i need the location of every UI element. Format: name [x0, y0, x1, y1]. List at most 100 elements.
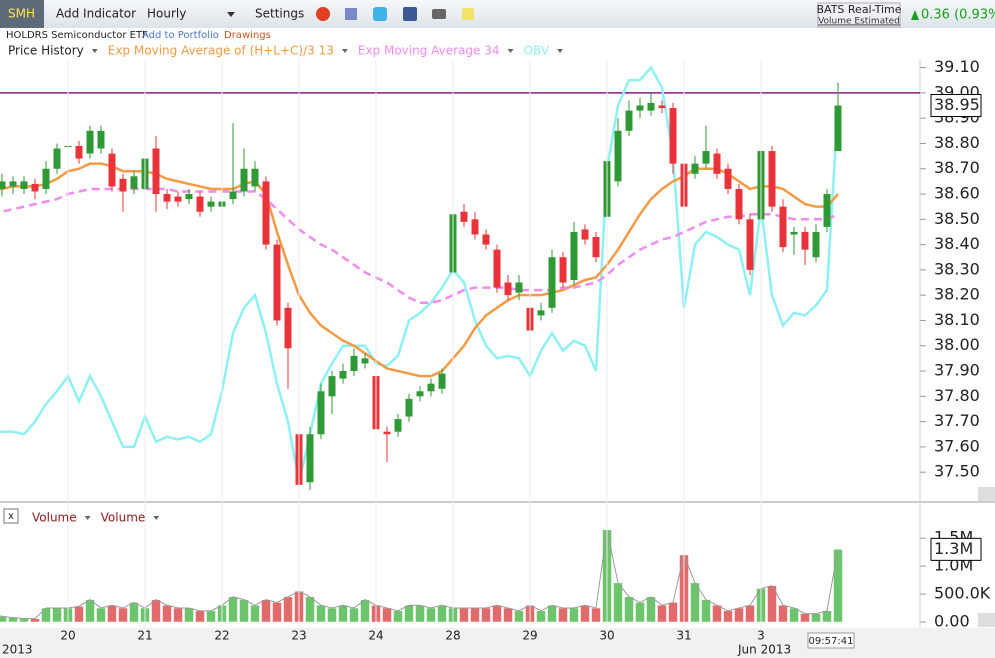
close-panel[interactable] [3, 508, 19, 524]
volume-bar [822, 610, 832, 623]
last-value-box [930, 94, 982, 118]
close-icon[interactable]: x [8, 511, 14, 522]
volume-bar [349, 607, 359, 623]
twitter-icon[interactable] [373, 7, 387, 21]
candle-body [669, 108, 677, 164]
candle-body [328, 376, 336, 397]
volume-bar [558, 607, 568, 623]
volume-bar [635, 602, 645, 623]
x-tick-label: 21 [137, 629, 152, 643]
volume-bar [470, 607, 480, 623]
interval[interactable]: Hourly [147, 7, 186, 21]
volume-bar [184, 607, 194, 623]
volume-bar [503, 607, 513, 623]
up-arrow [911, 10, 919, 20]
facebook-icon[interactable] [403, 7, 417, 21]
add-to-portfolio[interactable]: Add to Portfolio [142, 30, 219, 41]
volume-bar [723, 610, 733, 623]
camera-icon[interactable] [432, 9, 446, 19]
candle-body [185, 194, 193, 200]
drawings[interactable]: Drawings [224, 30, 271, 41]
volume-plot [0, 529, 843, 623]
x-tick-label: 23 [291, 629, 306, 643]
candle-body [20, 181, 28, 189]
candle-body [768, 151, 776, 207]
volume-bar [437, 604, 447, 623]
y-tick-label: 38.40 [934, 234, 980, 253]
volume-bar [41, 607, 51, 623]
volume-bar [833, 549, 843, 623]
y-tick-label: 500.0K [934, 584, 991, 603]
candle-body [251, 168, 259, 187]
candle-body [812, 231, 820, 258]
volume-bar [800, 613, 810, 623]
x-tick-label: 20 [60, 629, 75, 643]
candle-body [31, 183, 39, 192]
candle-body [834, 105, 842, 152]
candle-body [97, 130, 105, 149]
candle-body [196, 196, 204, 212]
volume-bar [107, 604, 117, 623]
candle-body [482, 234, 490, 245]
volume-bar [74, 606, 84, 623]
legend-dropdown [341, 49, 348, 53]
candle-body [581, 229, 589, 240]
settings[interactable]: Settings [255, 7, 304, 21]
x-tick-label: 30 [599, 629, 614, 643]
dropdown-icon[interactable] [227, 12, 235, 17]
candle-body [570, 231, 578, 280]
volume-bar [393, 610, 403, 623]
y-tick-label: 37.80 [934, 386, 980, 405]
security-name: HOLDRS Semiconductor ETF [6, 30, 148, 41]
volume-bar [657, 604, 667, 623]
symbol[interactable]: SMH [8, 7, 35, 21]
candle-body [548, 257, 556, 308]
candle-body [339, 371, 347, 379]
candle-body [515, 282, 523, 293]
last-value-box [930, 537, 982, 561]
print-icon[interactable] [345, 8, 357, 20]
candle-body [658, 105, 666, 109]
y-tick-label: 38.70 [934, 158, 980, 177]
candle-body [163, 194, 171, 202]
clock-icon[interactable] [316, 7, 330, 21]
volume-line [0, 529, 839, 620]
candle-body [53, 148, 61, 169]
candle-body [647, 102, 655, 111]
candle-body [317, 391, 325, 435]
volume-bar [118, 607, 128, 623]
volume-bar [96, 607, 106, 623]
candle-body [559, 257, 567, 283]
scroll-button[interactable] [978, 487, 995, 501]
y-tick-label: 37.60 [934, 436, 980, 455]
volume-bar [569, 607, 579, 623]
candle-body [801, 231, 809, 250]
note-icon[interactable] [462, 8, 474, 20]
candle-body [284, 307, 292, 349]
candle-body [383, 431, 391, 435]
volume-bar [591, 607, 601, 623]
volume-bar [712, 604, 722, 623]
volume-bar [514, 610, 524, 623]
candle-body [504, 282, 512, 296]
volume-bar [382, 607, 392, 623]
volume-bar [624, 596, 634, 623]
volume-bar [536, 610, 546, 623]
x-tick-label: 31 [676, 629, 691, 643]
indicator-line [0, 187, 839, 305]
x-tick-label: 24 [368, 629, 383, 643]
symbol-box [0, 0, 44, 28]
candle-body [702, 151, 710, 164]
last-value: 38.95 [934, 95, 980, 114]
candle-body [735, 188, 743, 220]
volume-bar [492, 604, 502, 623]
indicator-line [0, 162, 839, 378]
volume-bar [481, 607, 491, 623]
add-indicator[interactable]: Add Indicator [56, 7, 136, 21]
volume-bar [162, 604, 172, 623]
volume-bar [360, 599, 370, 623]
scroll-button[interactable] [978, 613, 995, 627]
price-plot [0, 65, 920, 490]
x-tick-label: 28 [445, 629, 460, 643]
